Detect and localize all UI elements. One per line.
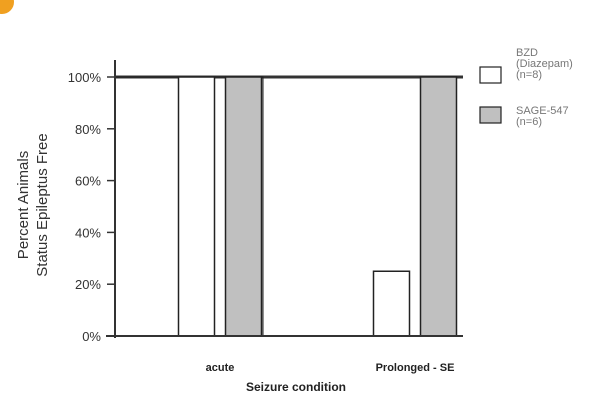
y-tick-label: 40% bbox=[75, 225, 101, 240]
legend-label-line: (n=8) bbox=[516, 69, 542, 81]
legend-label-line: BZD bbox=[516, 47, 538, 59]
y-axis-label-line: Percent Animals bbox=[15, 151, 32, 259]
legend-label-line: SAGE-547 bbox=[516, 105, 569, 117]
legend-label-line: (n=6) bbox=[516, 116, 542, 128]
y-axis-label: Percent Animals Status Epileptus Free bbox=[15, 133, 51, 276]
legend-swatch-sage-547 bbox=[479, 106, 502, 124]
y-tick-label: 60% bbox=[75, 174, 101, 189]
y-tick-label: 80% bbox=[75, 122, 101, 137]
bar-sage-547-prolonged-se bbox=[419, 76, 458, 337]
legend: BZD (Diazepam) (n=8) SAGE-547 (n=6) bbox=[479, 47, 573, 128]
x-axis-label: Seizure condition bbox=[246, 380, 346, 394]
y-tick-label: 100% bbox=[68, 70, 102, 85]
legend-swatch-bzd bbox=[479, 66, 502, 84]
x-category-label: Prolonged - SE bbox=[376, 362, 455, 374]
y-axis-label-line: Status Epileptus Free bbox=[34, 133, 51, 276]
legend-label-bzd: BZD (Diazepam) (n=8) bbox=[516, 47, 573, 81]
bar-bzd-acute bbox=[177, 76, 216, 337]
y-tick-label: 0% bbox=[82, 329, 101, 344]
legend-label-line: (Diazepam) bbox=[516, 58, 573, 70]
bar-bzd-prolonged-se bbox=[372, 270, 411, 337]
x-category-label: acute bbox=[206, 362, 235, 374]
y-tick-label: 20% bbox=[75, 277, 101, 292]
x-category-labels: acute Prolonged - SE bbox=[206, 362, 455, 374]
plot-frame bbox=[114, 75, 463, 336]
bar-sage-547-acute bbox=[224, 76, 263, 337]
legend-label-sage-547: SAGE-547 (n=6) bbox=[516, 105, 569, 128]
y-ticks-group: 0% 20% 40% 60% 80% 100% bbox=[68, 70, 115, 344]
bars-group bbox=[114, 76, 458, 337]
